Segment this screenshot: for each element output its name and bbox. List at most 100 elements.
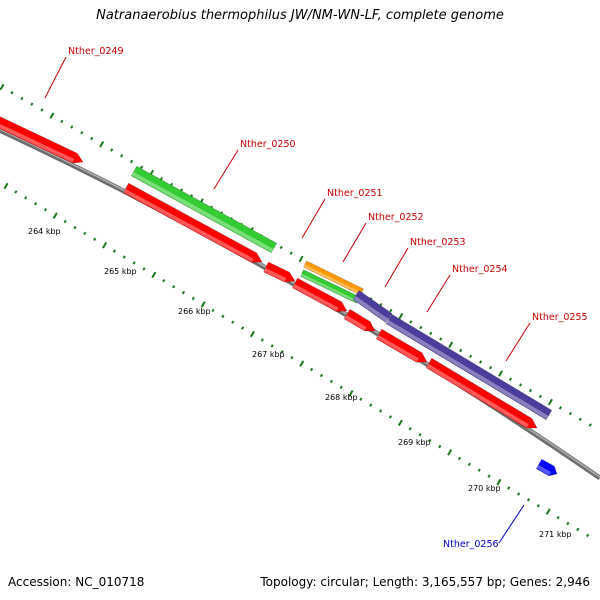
outer-tick-mark [518,383,523,387]
gene-label-text[interactable]: Nther_0256 [443,539,499,550]
outer-tick-mark [448,341,454,349]
cds-feature [375,328,428,363]
gene-label-nther-0256[interactable]: Nther_0256 [443,504,525,550]
outer-tick-mark [409,320,413,324]
gene-label-nther-0255[interactable]: Nther_0255 [505,312,588,362]
inner-tick-mark [319,373,324,378]
inner-tick-mark [162,278,166,283]
outer-tick-mark [159,176,164,181]
map-title: Natranaerobius thermophilus JW/NM-WN-LF,… [96,8,504,23]
cds-feature [0,116,84,164]
gene-label-text[interactable]: Nther_0253 [410,237,466,248]
gene-label-text[interactable]: Nther_0249 [68,46,124,57]
gene-label-text[interactable]: Nther_0251 [327,188,383,199]
inner-tick-mark [536,504,540,508]
scale-label: 264 kbp [28,227,61,236]
inner-tick-mark [24,196,28,200]
outer-tick-mark [578,417,582,422]
inner-tick-mark [369,403,373,407]
gene-label-text[interactable]: Nther_0254 [452,264,508,275]
scale-label: 269 kbp [398,438,431,447]
gene-label-nther-0253[interactable]: Nther_0253 [384,237,466,288]
outer-tick-mark [40,108,44,112]
outer-tick-mark [498,370,504,377]
inner-tick-mark [200,301,206,308]
inner-tick-mark [388,415,393,419]
inner-tick-mark [43,207,48,212]
scale-label: 265 kbp [104,267,137,276]
inner-tick-mark [221,314,225,319]
outer-tick-mark [588,423,592,427]
gene-label-text[interactable]: Nther_0255 [532,312,588,323]
genome-backbone [0,127,600,481]
inner-tick-mark [151,271,157,279]
cds-feature [343,308,376,332]
label-pointer-line [426,274,451,313]
inner-tick-mark [359,397,363,401]
gene-label-nther-0254[interactable]: Nther_0254 [426,264,508,313]
cds-feature [425,357,538,429]
inner-tick-mark [545,508,551,515]
inner-tick-mark [526,498,531,502]
outer-tick-mark [568,411,572,416]
inner-tick-mark [142,267,146,271]
inner-tick-mark [63,219,67,224]
inner-tick-mark [93,237,97,242]
outer-tick-mark [140,165,144,169]
label-pointer-line [301,198,326,239]
inner-tick-mark [191,296,195,301]
inner-tick-mark [211,308,215,313]
scale-label: 267 kbp [252,350,285,359]
inner-tick-mark [339,385,343,390]
outer-tick-mark [398,312,404,320]
genome-backbone-highlight [0,128,600,478]
inner-tick-mark [487,474,491,478]
inner-tick-mark [172,284,176,289]
inner-tick-mark [457,456,462,461]
cds-feature [291,277,348,312]
gene-label-nther-0251[interactable]: Nther_0251 [301,188,383,239]
outer-tick-mark [479,360,483,364]
gene-label-text[interactable]: Nther_0250 [240,139,296,150]
inner-tick-mark [14,190,18,194]
inner-tick-mark [34,202,38,206]
gene-label-text[interactable]: Nther_0252 [368,212,424,223]
inner-tick-mark [249,330,255,338]
inner-tick-mark [3,182,9,190]
outer-tick-mark [528,388,533,393]
label-pointer-line [505,322,531,362]
repeat-feature [385,313,553,421]
outer-tick-mark [469,354,473,358]
inner-tick-mark [418,432,422,437]
outer-tick-mark [130,159,134,164]
outer-tick-mark [459,348,463,353]
inner-tick-mark [122,255,126,259]
inner-tick-mark [241,326,245,330]
rrna-feature [130,165,278,254]
outer-tick-mark [489,365,493,370]
inner-tick-mark [231,320,235,324]
misc-feature [303,260,364,296]
gene-label-layer: Nther_0249 Nther_0250 Nther_0251 Nther_0252… [44,46,588,550]
label-pointer-line [384,247,409,288]
cds-feature-reverse [535,458,558,477]
inner-tick-mark [467,462,471,467]
outer-tick-mark [429,331,433,336]
outer-tick-mark [419,325,423,330]
inner-tick-mark [556,515,560,520]
inner-tick-mark [408,427,412,431]
scale-layer: 264 kbp 265 kbp 266 kbp 267 kbp 268 kbp 269 k… [28,227,572,539]
outer-tick-mark [558,406,562,410]
gene-label-nther-0252[interactable]: Nther_0252 [342,212,424,263]
label-pointer-line [498,504,525,544]
cds-feature [122,182,263,263]
inner-tick-mark [477,468,481,472]
inner-tick-mark [280,350,284,354]
cds-feature [263,261,296,283]
gene-label-nther-0249[interactable]: Nther_0249 [44,46,124,99]
scale-label: 268 kbp [325,393,358,402]
gene-label-nther-0250[interactable]: Nther_0250 [213,139,296,190]
outer-tick-mark [279,245,283,250]
outer-tick-mark [298,255,304,263]
inner-tick-mark [83,231,87,236]
